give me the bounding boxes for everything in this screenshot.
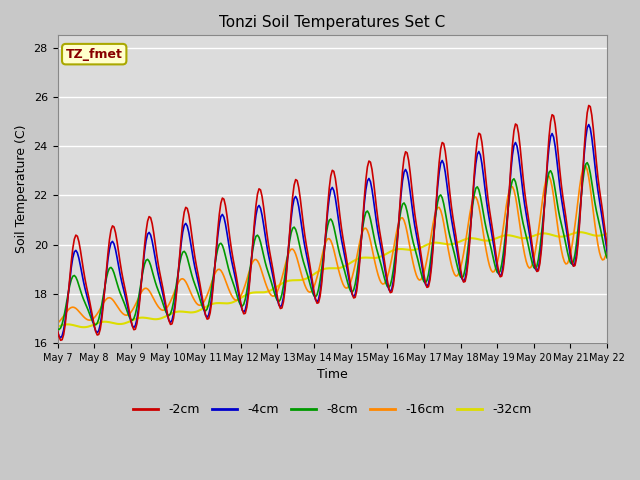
-2cm bbox=[75, 239, 83, 245]
-8cm bbox=[559, 227, 566, 233]
Text: TZ_fmet: TZ_fmet bbox=[66, 48, 123, 60]
-16cm bbox=[638, 249, 640, 254]
-32cm bbox=[356, 255, 364, 261]
-4cm bbox=[637, 221, 640, 227]
-16cm bbox=[54, 320, 61, 326]
-8cm bbox=[54, 326, 61, 332]
-8cm bbox=[356, 248, 364, 254]
Line: -16cm: -16cm bbox=[58, 156, 640, 323]
-16cm bbox=[636, 253, 640, 259]
-8cm bbox=[472, 185, 479, 191]
-16cm bbox=[557, 247, 565, 252]
-32cm bbox=[612, 228, 620, 234]
-2cm bbox=[54, 328, 61, 334]
-16cm bbox=[74, 307, 81, 312]
-8cm bbox=[620, 152, 628, 157]
-32cm bbox=[637, 231, 640, 237]
-32cm bbox=[54, 324, 61, 330]
-2cm bbox=[621, 93, 629, 99]
-2cm bbox=[559, 193, 566, 199]
-8cm bbox=[55, 327, 63, 333]
-2cm bbox=[637, 213, 640, 219]
X-axis label: Time: Time bbox=[317, 368, 348, 381]
-4cm bbox=[638, 232, 640, 238]
-32cm bbox=[472, 236, 479, 241]
Line: -2cm: -2cm bbox=[58, 96, 640, 340]
-8cm bbox=[637, 239, 640, 244]
-8cm bbox=[75, 282, 83, 288]
-4cm bbox=[93, 330, 101, 336]
-8cm bbox=[93, 320, 101, 326]
-2cm bbox=[472, 151, 479, 156]
-32cm bbox=[93, 320, 101, 326]
-32cm bbox=[79, 324, 87, 330]
-16cm bbox=[470, 194, 478, 200]
-4cm bbox=[621, 113, 629, 119]
-4cm bbox=[559, 204, 566, 210]
-16cm bbox=[355, 247, 362, 252]
Y-axis label: Soil Temperature (C): Soil Temperature (C) bbox=[15, 125, 28, 253]
-2cm bbox=[57, 337, 65, 343]
-2cm bbox=[93, 332, 101, 338]
-2cm bbox=[638, 226, 640, 231]
Legend: -2cm, -4cm, -8cm, -16cm, -32cm: -2cm, -4cm, -8cm, -16cm, -32cm bbox=[128, 398, 536, 421]
-32cm bbox=[559, 234, 566, 240]
-4cm bbox=[57, 335, 65, 341]
Title: Tonzi Soil Temperatures Set C: Tonzi Soil Temperatures Set C bbox=[219, 15, 445, 30]
-16cm bbox=[617, 153, 625, 158]
-32cm bbox=[74, 324, 81, 329]
-4cm bbox=[472, 161, 479, 167]
-32cm bbox=[638, 231, 640, 237]
-8cm bbox=[638, 246, 640, 252]
-4cm bbox=[356, 255, 364, 261]
-4cm bbox=[54, 329, 61, 335]
Line: -4cm: -4cm bbox=[58, 116, 640, 338]
Line: -8cm: -8cm bbox=[58, 155, 640, 330]
-2cm bbox=[356, 258, 364, 264]
Line: -32cm: -32cm bbox=[58, 231, 640, 327]
-16cm bbox=[92, 313, 100, 319]
-4cm bbox=[75, 255, 83, 261]
